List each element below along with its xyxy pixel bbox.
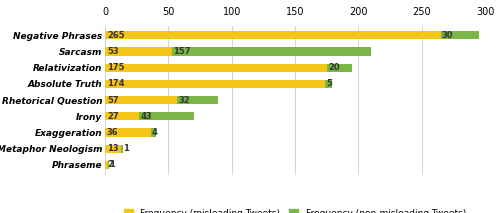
- Text: 174: 174: [107, 79, 124, 88]
- Bar: [139, 112, 194, 120]
- Text: 5: 5: [326, 79, 332, 88]
- Bar: [105, 96, 177, 104]
- Bar: [105, 47, 172, 56]
- Text: 265: 265: [107, 31, 124, 40]
- Text: 57: 57: [107, 96, 118, 105]
- Bar: [326, 80, 332, 88]
- Bar: [440, 31, 478, 39]
- Bar: [172, 47, 371, 56]
- Text: 175: 175: [107, 63, 124, 72]
- Text: 20: 20: [328, 63, 340, 72]
- Bar: [105, 112, 139, 120]
- Text: 2: 2: [107, 160, 113, 169]
- Text: 1: 1: [122, 144, 128, 153]
- Text: 1: 1: [109, 160, 114, 169]
- Bar: [105, 161, 108, 169]
- Bar: [108, 161, 109, 169]
- Text: 32: 32: [178, 96, 190, 105]
- Text: 36: 36: [107, 128, 118, 137]
- Text: 30: 30: [442, 31, 454, 40]
- Text: 53: 53: [107, 47, 118, 56]
- Text: 157: 157: [174, 47, 191, 56]
- Bar: [150, 128, 156, 137]
- Legend: Frequency (misleading Tweets), Frequency (non-misleading Tweets): Frequency (misleading Tweets), Frequency…: [124, 209, 466, 213]
- Bar: [105, 31, 440, 39]
- Text: 27: 27: [107, 112, 118, 121]
- Bar: [177, 96, 218, 104]
- Text: 43: 43: [140, 112, 152, 121]
- Bar: [105, 64, 326, 72]
- Bar: [105, 128, 150, 137]
- Bar: [105, 145, 122, 153]
- Text: 13: 13: [107, 144, 118, 153]
- Text: 4: 4: [152, 128, 158, 137]
- Bar: [105, 80, 326, 88]
- Bar: [326, 64, 352, 72]
